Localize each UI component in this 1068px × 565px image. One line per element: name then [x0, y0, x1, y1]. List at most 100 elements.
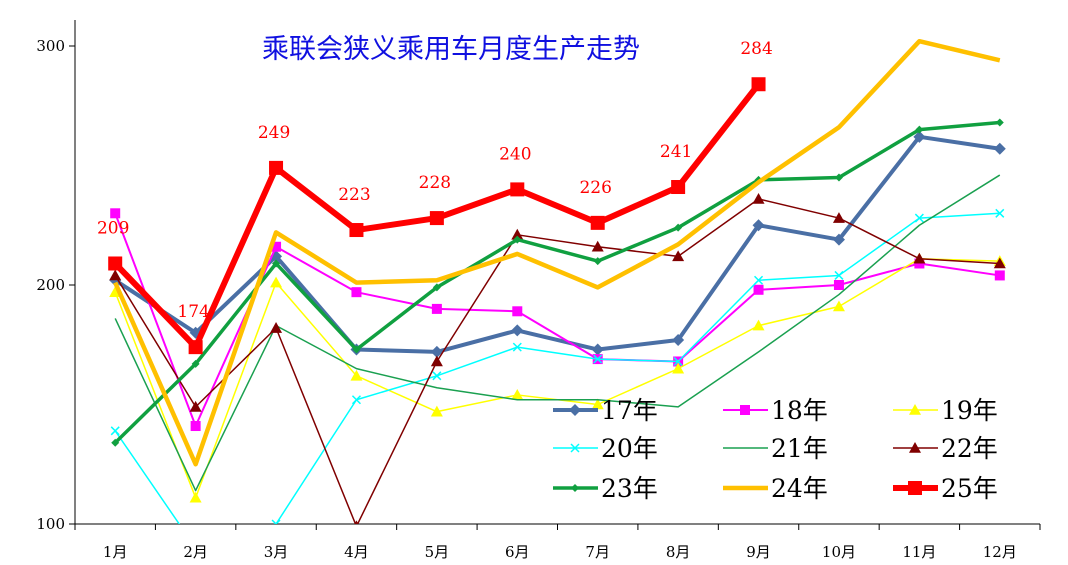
data-label: 240 — [499, 144, 531, 164]
data-point-25年 — [429, 211, 444, 226]
data-point-22年 — [913, 252, 926, 264]
series-22年 — [109, 192, 1006, 524]
data-point-17年 — [511, 324, 524, 337]
data-point-20年 — [271, 519, 281, 524]
legend-label: 19年 — [941, 396, 998, 425]
series-24年 — [113, 38, 1001, 467]
legend-item-21年: 21年 — [723, 434, 828, 463]
data-point-19年 — [909, 404, 921, 415]
data-point-18年 — [431, 303, 442, 314]
data-point-23年 — [272, 259, 281, 268]
data-point-25年 — [590, 215, 605, 230]
series-layer — [108, 38, 1006, 524]
x-tick-label: 7月 — [585, 543, 610, 561]
x-tick-label: 1月 — [103, 543, 128, 561]
data-point-17年 — [913, 130, 926, 143]
data-point-17年 — [752, 219, 765, 232]
data-point-19年 — [270, 276, 283, 288]
data-point-19年 — [350, 369, 363, 381]
data-point-18年 — [512, 306, 523, 317]
legend-item-20年: 20年 — [553, 434, 658, 463]
data-point-20年 — [834, 270, 844, 280]
series-line-21年 — [114, 174, 1001, 492]
data-point-22年 — [591, 240, 604, 252]
data-label: 223 — [338, 185, 370, 205]
series-25年 — [108, 77, 766, 355]
data-point-20年 — [914, 213, 924, 223]
legend-item-23年: 23年 — [553, 474, 658, 503]
data-point-17年 — [430, 345, 443, 358]
data-point-20年 — [754, 275, 764, 285]
data-point-23年 — [352, 345, 361, 354]
data-point-22年 — [270, 322, 283, 333]
data-label: 284 — [740, 39, 772, 59]
series-line-24年 — [113, 38, 1001, 467]
legend: 17年 18年 19年 20年 21年 22年 23年 24年 25年 — [553, 396, 998, 503]
data-point-20年 — [432, 371, 442, 381]
axes: 100 200 300 1月 2月 3月 4月 5月 6月 7月 8月 9月 10月 11月 12月 — [36, 20, 1041, 561]
data-point-22年 — [109, 269, 122, 281]
data-point-25年 — [751, 77, 766, 92]
x-tick-label: 9月 — [746, 543, 771, 561]
data-label: 249 — [258, 123, 290, 143]
data-point-22年 — [189, 400, 202, 412]
legend-label: 21年 — [771, 434, 828, 463]
x-tick-label: 10月 — [822, 543, 856, 561]
series-21年 — [114, 174, 1001, 492]
data-label: 228 — [419, 173, 451, 193]
data-point-19年 — [752, 319, 765, 331]
x-tick-label: 11月 — [902, 543, 936, 561]
legend-item-25年: 25年 — [893, 474, 998, 503]
data-point-19年 — [591, 398, 604, 410]
legend-label: 25年 — [941, 474, 998, 503]
legend-item-17年: 17年 — [553, 396, 658, 425]
x-tick-label: 5月 — [425, 543, 450, 561]
data-point-18年 — [351, 287, 362, 298]
data-point-23年 — [432, 283, 441, 292]
data-point-19年 — [189, 491, 202, 503]
legend-item-19年: 19年 — [893, 396, 998, 425]
data-label: 174 — [177, 302, 209, 322]
legend-item-22年: 22年 — [893, 434, 998, 463]
data-point-22年 — [511, 228, 524, 240]
data-point-19年 — [672, 362, 685, 374]
x-tick-label: 4月 — [344, 543, 369, 561]
y-tick-label: 100 — [36, 515, 65, 533]
data-point-19年 — [832, 300, 845, 312]
data-label: 241 — [660, 142, 692, 162]
data-point-25年 — [269, 160, 284, 175]
data-point-18年 — [833, 280, 844, 290]
legend-label: 23年 — [601, 474, 658, 503]
data-point-20年 — [593, 354, 603, 364]
legend-item-24年: 24年 — [723, 474, 828, 503]
data-point-25年 — [671, 180, 686, 195]
series-20年 — [110, 208, 1005, 524]
series-line-19年 — [114, 257, 1000, 499]
data-point-19年 — [511, 388, 524, 400]
legend-label: 18年 — [771, 396, 828, 425]
series-line-23年 — [113, 120, 1000, 444]
x-tick-label: 12月 — [983, 543, 1017, 561]
data-point-23年 — [191, 359, 200, 368]
x-tick-label: 3月 — [264, 543, 289, 561]
data-labels: 209 174 249 223 228 240 226 241 284 — [97, 39, 773, 322]
y-tick-label: 200 — [36, 276, 65, 294]
data-point-22年 — [430, 355, 443, 367]
data-point-17年 — [672, 333, 685, 346]
data-label: 226 — [579, 178, 611, 198]
data-point-23年 — [571, 484, 579, 492]
data-point-18年 — [994, 270, 1005, 281]
data-point-20年 — [110, 426, 120, 436]
chart-title: 乘联会狭义乘用车月度生产走势 — [262, 34, 640, 65]
data-point-17年 — [569, 404, 581, 416]
data-point-22年 — [354, 520, 359, 524]
series-line-20年 — [114, 212, 1000, 524]
data-point-20年 — [995, 208, 1005, 218]
data-point-22年 — [752, 192, 765, 204]
data-point-25年 — [188, 340, 203, 355]
x-tick-label: 6月 — [505, 543, 530, 561]
series-23年 — [111, 118, 1004, 447]
legend-label: 22年 — [941, 434, 998, 463]
legend-item-18年: 18年 — [723, 396, 828, 425]
